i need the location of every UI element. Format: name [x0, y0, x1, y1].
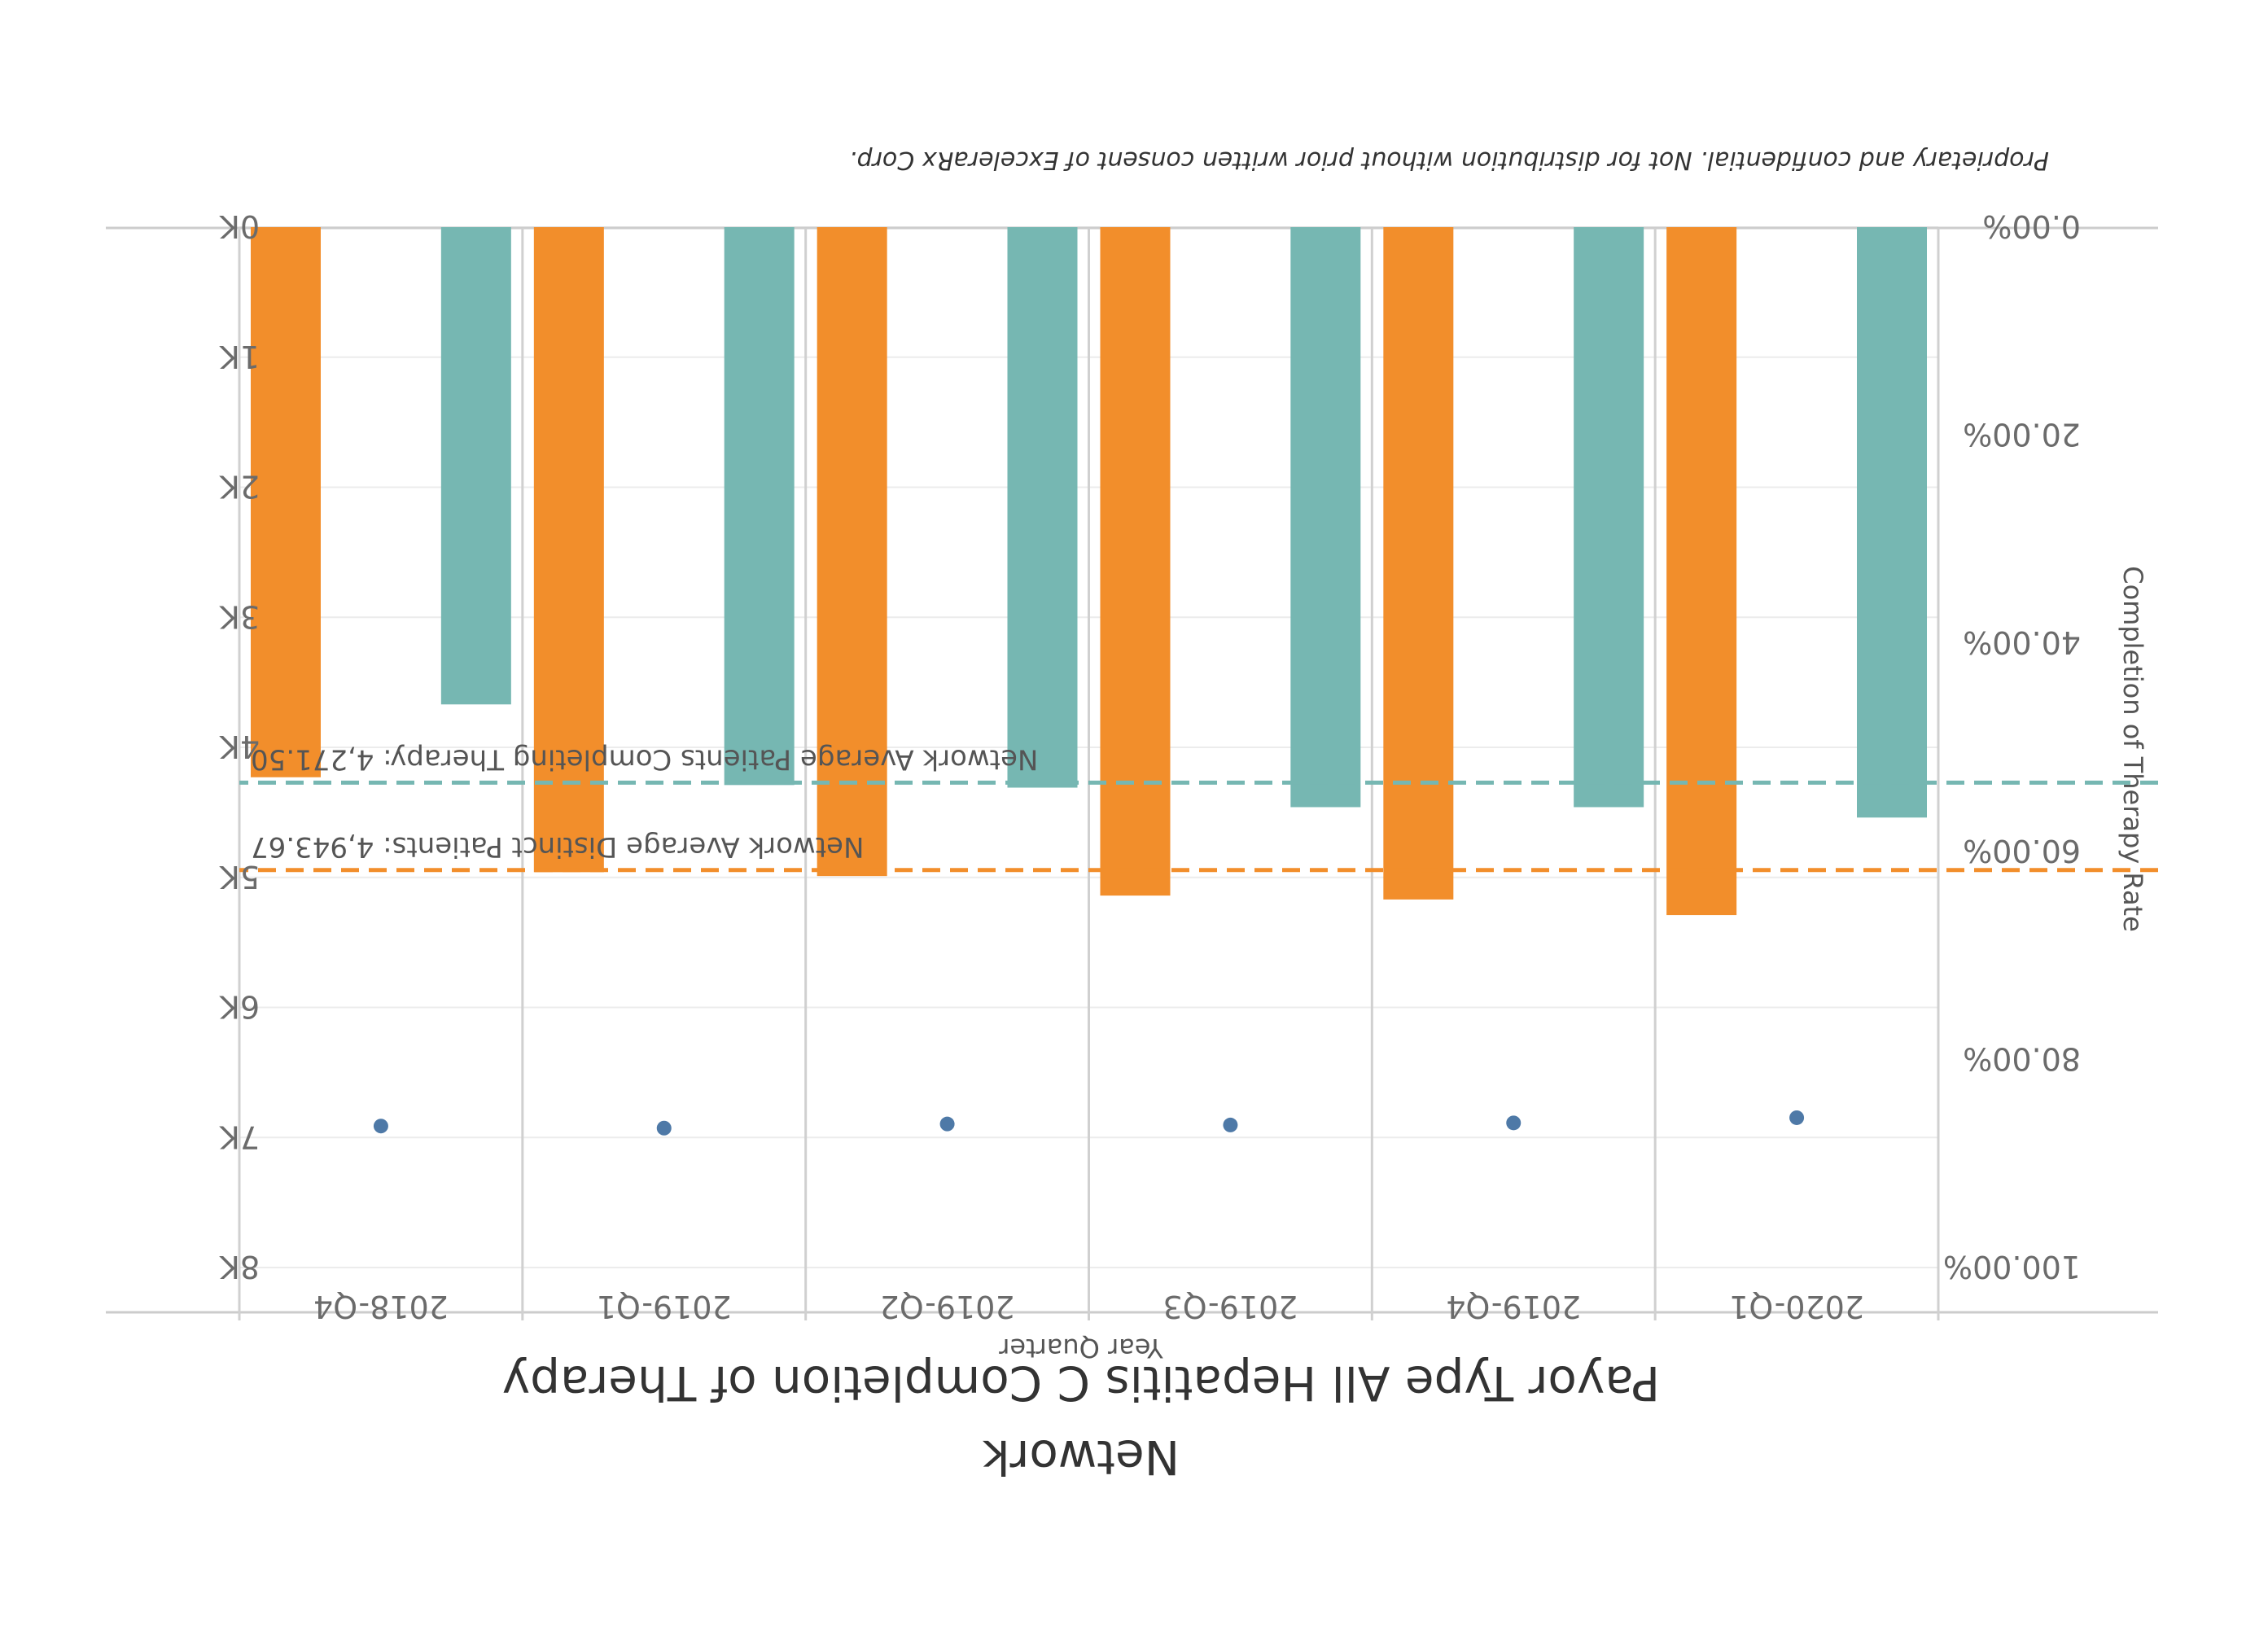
chart-title-line2: Payor Type All Hepatitis C Completion of… [502, 1355, 1660, 1411]
x-tick-label: 2019-Q3 [1162, 1289, 1298, 1325]
y-tick-label: 7K [219, 1119, 260, 1154]
bar-series-1 [1383, 227, 1454, 900]
marks [239, 227, 2158, 1136]
rate-point [939, 1116, 955, 1132]
x-tick-label: 2018-Q4 [313, 1289, 449, 1325]
y2-tick-label: 60.00% [1963, 833, 2081, 869]
grid [106, 226, 2158, 1320]
bar-series-2 [1857, 227, 1927, 818]
reference-line-label: Network Average Distinct Patients: 4,943… [251, 830, 864, 863]
y2-tick-label: 0.00% [1982, 208, 2081, 244]
footnote: Proprietary and confidential. Not for di… [849, 146, 2049, 174]
y-tick-label: 2K [219, 469, 260, 505]
x-axis-title: Year Quarter [998, 1333, 1163, 1364]
labels: 0K 1K 2K 3K 4K 5K 6K 7K 8K 0.00% 20.00% 40.00% 60.00… [219, 208, 2081, 1325]
x-tick-label: 2019-Q4 [1446, 1289, 1581, 1325]
y-tick-label: 6K [219, 989, 260, 1025]
y2-tick-label: 100.00% [1943, 1249, 2081, 1285]
y-tick-label: 1K [219, 339, 260, 374]
y-tick-label: 8K [219, 1249, 260, 1285]
rate-point [1789, 1110, 1805, 1125]
rate-point [656, 1120, 672, 1136]
y2-tick-label: 20.00% [1963, 417, 2081, 453]
bar-series-1 [533, 227, 604, 873]
y-tick-label: 5K [219, 859, 260, 895]
rate-point [1223, 1117, 1238, 1132]
y-tick-label: 3K [219, 598, 260, 634]
bar-series-2 [1574, 227, 1644, 808]
rate-point [1506, 1115, 1521, 1131]
chart-title-line1: Network [983, 1430, 1180, 1485]
bar-series-1 [1100, 227, 1171, 896]
bar-series-1 [817, 227, 887, 877]
x-tick-label: 2019-Q2 [880, 1289, 1015, 1325]
rate-point [373, 1119, 388, 1134]
bar-series-2 [724, 227, 795, 786]
y-tick-label: 0K [219, 208, 260, 244]
y2-tick-label: 80.00% [1963, 1040, 2081, 1076]
bar-series-1 [251, 227, 321, 777]
y2-axis-title: Completion of Therapy Rate [2117, 566, 2148, 932]
x-tick-label: 2020-Q1 [1729, 1289, 1864, 1325]
x-tick-label: 2019-Q1 [597, 1289, 732, 1325]
bar-series-1 [1666, 227, 1737, 916]
bar-series-2 [1007, 227, 1078, 788]
y2-tick-label: 40.00% [1963, 624, 2081, 660]
y-tick-label: 4K [219, 729, 260, 764]
reference-line-label: Network Average Patients Completing Ther… [251, 742, 1038, 775]
bar-series-2 [440, 227, 511, 705]
bar-series-2 [1290, 227, 1361, 808]
